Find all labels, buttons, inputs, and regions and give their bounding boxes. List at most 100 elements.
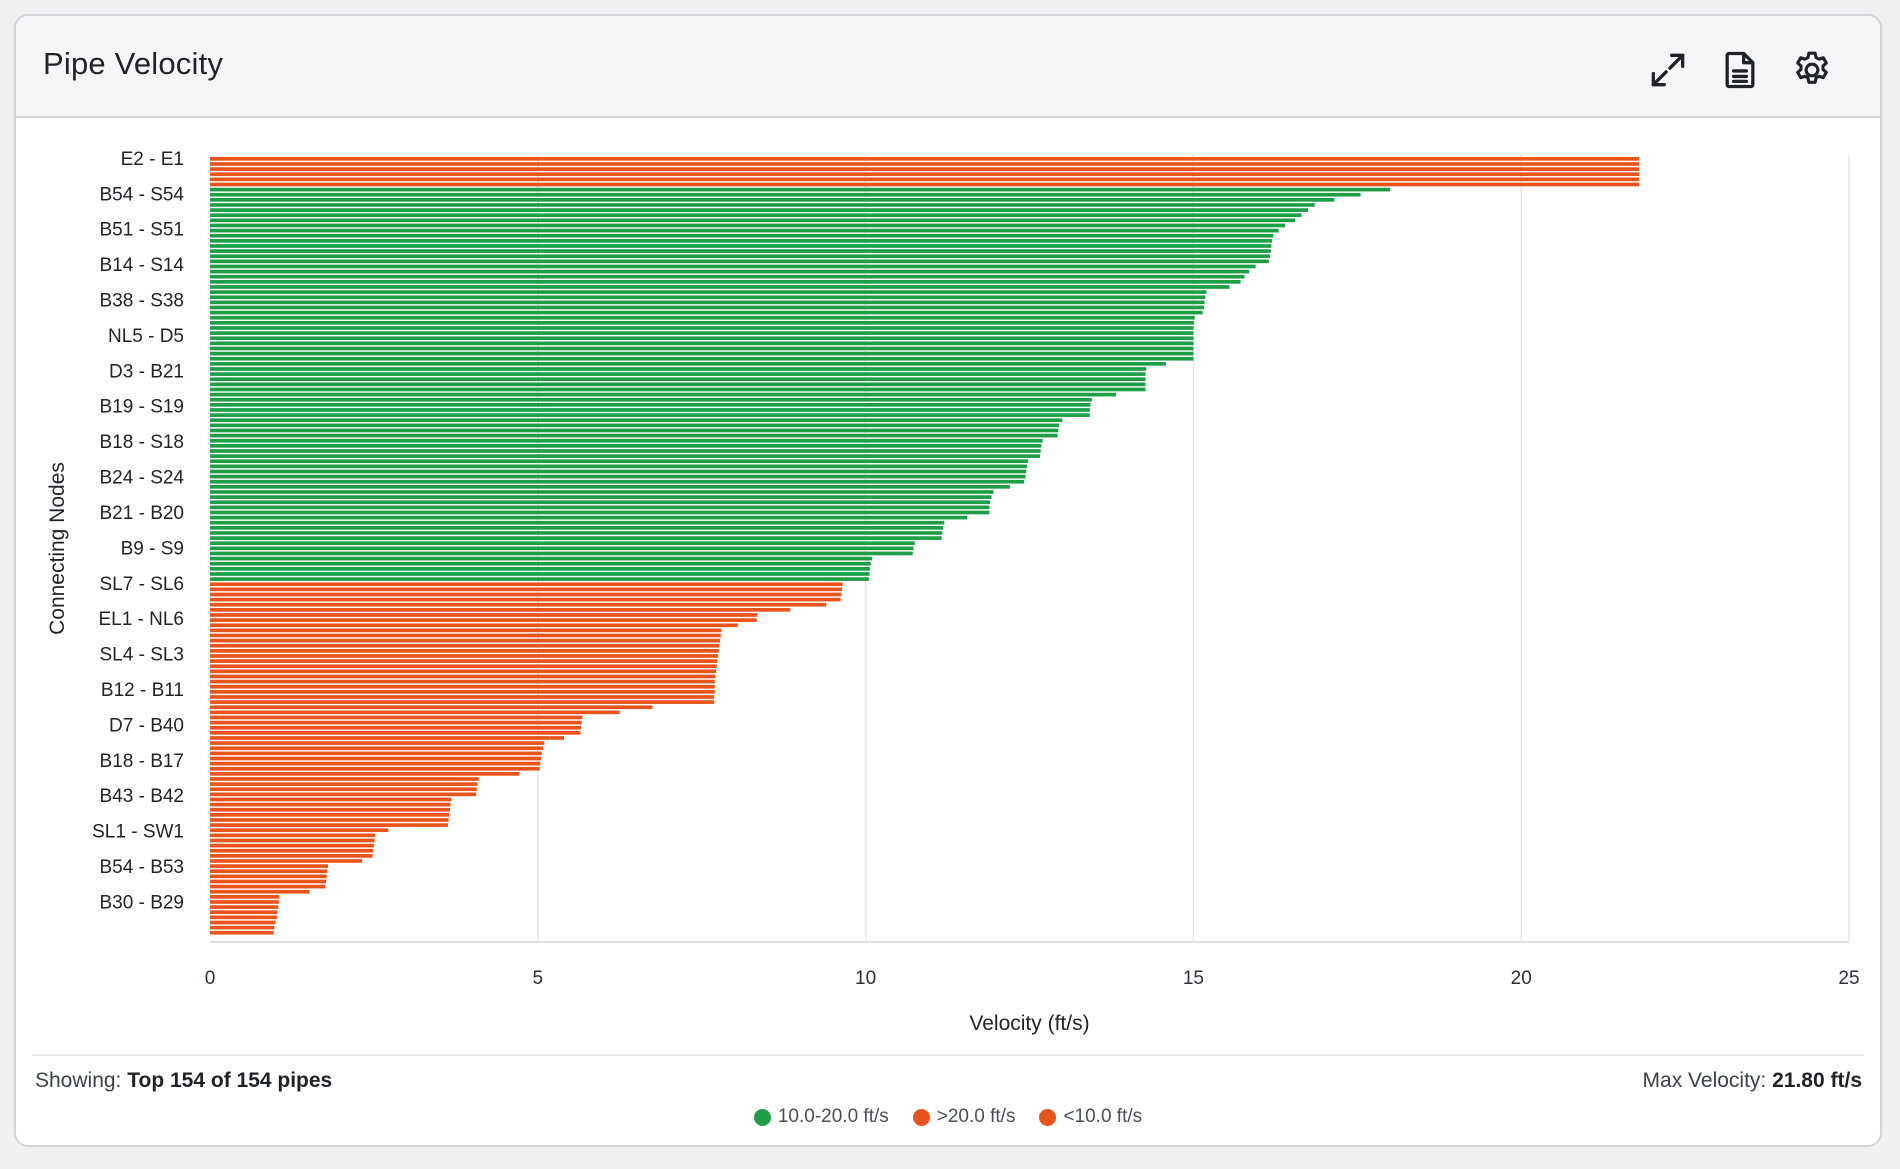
legend-item-high[interactable]: >20.0 ft/s <box>912 1106 1016 1128</box>
x-tick-label: 5 <box>533 968 544 989</box>
bar <box>210 736 565 740</box>
bar <box>210 449 1041 453</box>
bar <box>210 541 915 546</box>
y-tick-label: B30 - B29 <box>100 892 185 913</box>
bar <box>210 382 1146 387</box>
bar <box>210 582 843 587</box>
legend-label: 10.0-20.0 ft/s <box>777 1106 889 1127</box>
bar <box>210 628 722 633</box>
bar <box>210 751 542 756</box>
bar <box>210 244 1272 248</box>
bar <box>210 290 1207 294</box>
y-tick-label: B12 - B11 <box>101 680 184 701</box>
bar <box>210 925 275 930</box>
bar <box>210 336 1194 341</box>
y-tick-label: EL1 - NL6 <box>98 609 184 630</box>
bar <box>210 813 450 817</box>
bar <box>210 269 1250 274</box>
bar <box>210 777 479 781</box>
bar <box>210 392 1117 397</box>
bar <box>210 772 520 776</box>
bar <box>210 623 738 628</box>
bar <box>210 592 842 597</box>
bar <box>210 654 719 658</box>
bar <box>210 162 1640 166</box>
bar <box>210 341 1194 346</box>
bar <box>210 618 757 622</box>
bar <box>210 807 450 812</box>
bar <box>210 285 1230 289</box>
bar <box>210 259 1269 264</box>
y-tick-label: SL1 - SW1 <box>92 822 184 843</box>
bar <box>210 177 1640 182</box>
bar <box>210 469 1027 474</box>
bar <box>210 649 719 653</box>
y-tick-label: SL4 - SL3 <box>100 645 185 666</box>
bar <box>210 367 1147 371</box>
max-velocity-value: 21.80 ft/s <box>1772 1069 1862 1092</box>
bar <box>210 305 1204 310</box>
bar <box>210 731 581 735</box>
bar <box>210 567 871 571</box>
bar <box>210 828 389 833</box>
bar <box>210 838 375 843</box>
chart-legend: 10.0-20.0 ft/s >20.0 ft/s <10.0 ft/s <box>16 1106 1880 1128</box>
legend-item-low[interactable]: <10.0 ft/s <box>1039 1106 1142 1128</box>
bar <box>210 408 1090 412</box>
showing-label: Showing: <box>35 1069 122 1092</box>
bar <box>210 464 1027 469</box>
y-tick-label: SL7 - SL6 <box>100 574 185 595</box>
bar <box>210 679 715 684</box>
bar <box>210 500 991 505</box>
bar <box>210 684 715 689</box>
expand-button[interactable] <box>1644 46 1692 94</box>
bar <box>210 321 1195 325</box>
bar <box>210 351 1194 356</box>
bar <box>210 643 720 648</box>
bar <box>210 551 913 556</box>
bar <box>210 797 452 802</box>
bar <box>210 930 274 935</box>
bar <box>210 761 541 766</box>
bar <box>210 300 1205 305</box>
y-tick-label: B54 - B53 <box>100 857 185 878</box>
legend-item-mid[interactable]: 10.0-20.0 ft/s <box>753 1106 889 1128</box>
max-velocity-summary: Max Velocity: 21.80 ft/s <box>1643 1069 1862 1093</box>
bar <box>210 802 451 807</box>
bar <box>210 884 326 889</box>
bar <box>210 859 363 863</box>
bar <box>210 249 1271 253</box>
bar <box>210 756 542 761</box>
legend-label: >20.0 ft/s <box>936 1106 1016 1127</box>
y-tick-label: B18 - B17 <box>100 751 185 772</box>
bar <box>210 274 1245 279</box>
bar <box>210 889 310 894</box>
bar <box>210 833 376 838</box>
y-tick-label: B43 - B42 <box>100 786 185 807</box>
settings-button[interactable] <box>1788 46 1836 94</box>
bar <box>210 900 279 904</box>
showing-summary: Showing: Top 154 of 154 pipes <box>35 1069 332 1093</box>
bar <box>210 356 1194 361</box>
bar <box>210 474 1026 479</box>
bar <box>210 572 870 576</box>
bar <box>210 659 718 663</box>
bar <box>210 223 1286 228</box>
y-tick-label: E2 - E1 <box>121 149 184 170</box>
bar <box>210 602 827 607</box>
bar <box>210 280 1241 284</box>
document-button[interactable] <box>1716 46 1764 94</box>
y-tick-label: B21 - B20 <box>100 503 185 524</box>
bar <box>210 397 1092 402</box>
bar <box>210 479 1025 484</box>
x-tick-label: 25 <box>1838 968 1859 989</box>
bar <box>210 690 715 694</box>
bar <box>210 633 721 638</box>
bar <box>210 418 1063 423</box>
legend-swatch <box>753 1108 771 1126</box>
bar <box>210 505 990 510</box>
bar <box>210 766 540 771</box>
bar <box>210 705 653 710</box>
bar <box>210 433 1058 438</box>
legend-swatch <box>1039 1108 1057 1126</box>
